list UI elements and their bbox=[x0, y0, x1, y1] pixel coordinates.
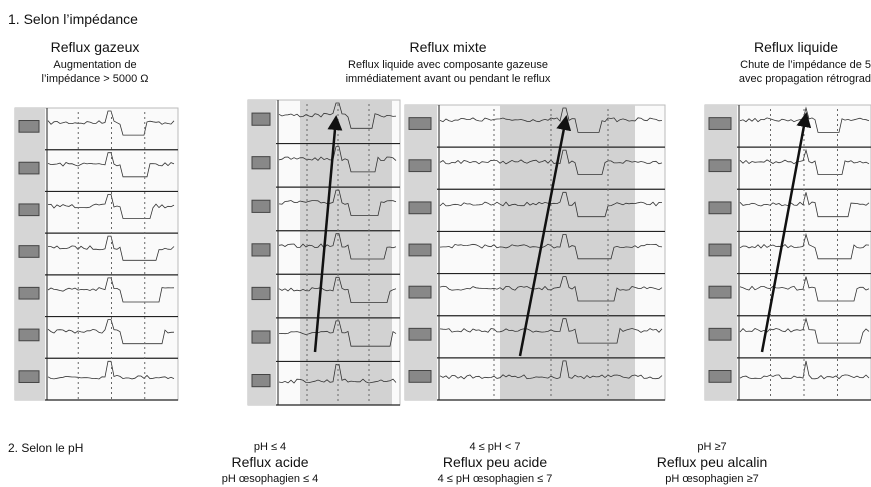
channel-icon bbox=[252, 157, 270, 169]
channel-icon bbox=[252, 375, 270, 387]
channel-icon bbox=[709, 286, 731, 298]
panel-title: Reflux mixte bbox=[409, 39, 486, 55]
panel-caption: avec propagation rétrograd bbox=[739, 73, 871, 85]
channel-icon bbox=[409, 371, 431, 383]
ph-subtitle: 4 ≤ pH œsophagien ≤ 7 bbox=[438, 473, 553, 485]
channel-icon bbox=[409, 328, 431, 340]
channel-icon bbox=[19, 162, 39, 174]
channel-icon bbox=[409, 286, 431, 298]
channel-icon bbox=[19, 246, 39, 258]
ph-range: 4 ≤ pH < 7 bbox=[470, 441, 521, 453]
channel-icon bbox=[252, 244, 270, 256]
channel-icon bbox=[409, 118, 431, 130]
ph-title: Reflux acide bbox=[231, 454, 308, 470]
section-title: 1. Selon l’impédance bbox=[8, 11, 138, 27]
channel-icon bbox=[709, 371, 731, 383]
ph-range: pH ≥7 bbox=[697, 441, 726, 453]
channel-icon bbox=[19, 371, 39, 383]
panel-caption: immédiatement avant ou pendant le reflux bbox=[346, 73, 551, 85]
channel-icon bbox=[409, 160, 431, 172]
channel-icon bbox=[709, 244, 731, 256]
ph-title: Reflux peu alcalin bbox=[657, 454, 768, 470]
panel-title: Reflux liquide bbox=[754, 39, 838, 55]
panel-title: Reflux gazeux bbox=[51, 39, 140, 55]
channel-icon bbox=[409, 202, 431, 214]
channel-icon bbox=[19, 287, 39, 299]
channel-icon bbox=[709, 118, 731, 130]
ph-title: Reflux peu acide bbox=[443, 454, 548, 470]
channel-icon bbox=[409, 244, 431, 256]
shaded-zone bbox=[300, 100, 392, 405]
panel-caption: Augmentation de bbox=[53, 59, 136, 71]
channel-icon bbox=[709, 328, 731, 340]
ph-subtitle: pH œsophagien ≥7 bbox=[665, 473, 758, 485]
channel-icon bbox=[252, 113, 270, 125]
ph-subtitle: pH œsophagien ≤ 4 bbox=[222, 473, 319, 485]
panel-caption: Reflux liquide avec composante gazeuse bbox=[348, 59, 548, 71]
channel-icon bbox=[709, 202, 731, 214]
channel-icon bbox=[19, 204, 39, 216]
panel-caption: l’impédance > 5000 Ω bbox=[42, 73, 149, 85]
channel-icon bbox=[709, 160, 731, 172]
panel-caption: Chute de l’impédance de 5 bbox=[740, 59, 871, 71]
channel-icon bbox=[252, 331, 270, 343]
channel-icon bbox=[252, 200, 270, 212]
section-title: 2. Selon le pH bbox=[8, 441, 83, 455]
trace-panels bbox=[15, 100, 871, 405]
channel-icon bbox=[19, 329, 39, 341]
figure: 1. Selon l’impédance Reflux gazeux Augme… bbox=[0, 0, 871, 487]
ph-range: pH ≤ 4 bbox=[254, 441, 286, 453]
channel-icon bbox=[252, 287, 270, 299]
channel-icon bbox=[19, 121, 39, 133]
